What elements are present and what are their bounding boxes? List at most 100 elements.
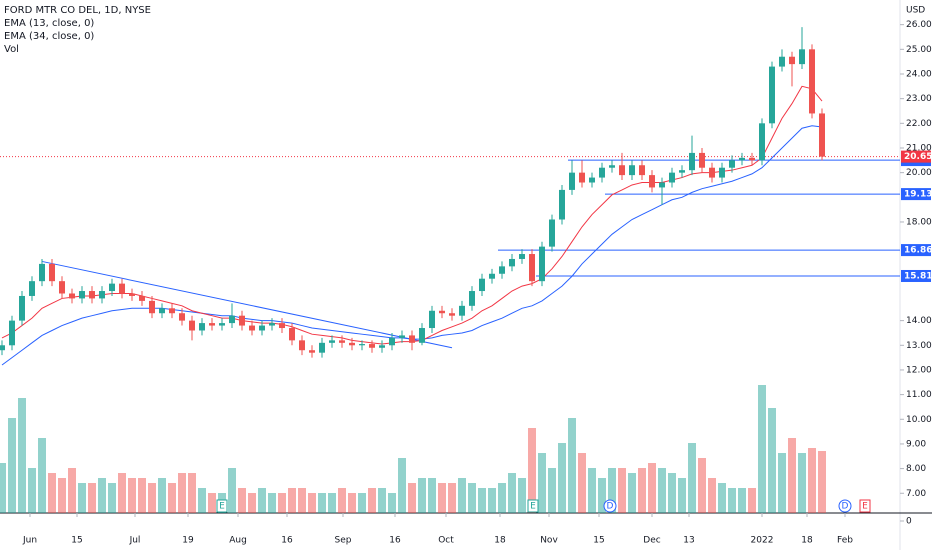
candle-body [379, 345, 385, 348]
x-tick-label: Feb [837, 536, 853, 546]
candle-body [259, 325, 265, 331]
volume-bar [648, 463, 656, 513]
candle-body [139, 295, 145, 301]
volume-bar [318, 493, 326, 513]
volume-bar [118, 473, 126, 513]
trend-line [41, 260, 453, 349]
volume-bar [578, 453, 586, 513]
candle-body [69, 293, 75, 299]
volume-bar [438, 483, 446, 513]
candle-body [799, 49, 805, 65]
volume-bar [778, 453, 786, 513]
level-tag-label: 19.13 [904, 190, 932, 200]
volume-bar [348, 493, 356, 513]
candle-body [359, 344, 365, 346]
volume-bar [338, 488, 346, 513]
last-price-label: 20.65 [904, 152, 932, 162]
x-tick-label: Dec [643, 536, 660, 546]
candle-body [749, 157, 755, 161]
volume-bar [608, 468, 616, 513]
volume-bar [748, 488, 756, 513]
candle-body [629, 165, 635, 176]
y-tick-label: 12.00 [906, 365, 932, 375]
candle-body [189, 320, 195, 331]
volume-bar [378, 488, 386, 513]
currency: USD [906, 6, 925, 16]
x-tick-label: 15 [71, 536, 82, 546]
candle-body [429, 310, 435, 329]
event-icon [838, 499, 852, 513]
x-tick-label: Nov [540, 536, 558, 546]
volume-bar [308, 493, 316, 513]
candle-body [319, 342, 325, 353]
volume-bar [138, 478, 146, 513]
y-tick-label: 25.00 [906, 45, 932, 55]
candle-body [19, 295, 25, 321]
level-tag [901, 269, 931, 282]
volume-bar [788, 438, 796, 513]
event-label: E [530, 502, 536, 512]
volume-bar [638, 468, 646, 513]
candle-body [209, 323, 215, 326]
volume-bar [398, 458, 406, 513]
candle-body [639, 165, 645, 176]
candle-body [129, 293, 135, 296]
candle-body [219, 323, 225, 326]
level-tag [901, 244, 931, 257]
volume-bar [618, 468, 626, 513]
volume-bar [178, 473, 186, 513]
y-tick-label: 11.00 [906, 390, 932, 400]
volume-bar [458, 478, 466, 513]
candle-body [279, 323, 285, 329]
volume-bar [18, 398, 26, 513]
y-tick-label: 13.00 [906, 341, 932, 351]
candle-body [509, 258, 515, 267]
x-tick-label: 15 [593, 536, 604, 546]
volume-bar [148, 483, 156, 513]
volume-legend: Vol [4, 44, 19, 55]
volume-bar [678, 478, 686, 513]
volume-tick-label: 0 [906, 517, 912, 527]
candle-body [249, 325, 255, 331]
candle-body [39, 263, 45, 282]
volume-bar [188, 473, 196, 513]
volume-bar [568, 418, 576, 513]
volume-bar [198, 488, 206, 513]
volume-bar [228, 468, 236, 513]
candle-body [99, 291, 105, 299]
candle-body [409, 335, 415, 343]
volume-bar [38, 438, 46, 513]
y-tick-label: 18.00 [906, 217, 932, 227]
volume-bar [528, 428, 536, 513]
candle-body [49, 263, 55, 282]
volume-bar [48, 473, 56, 513]
level-tag [901, 188, 931, 201]
candle-body [769, 66, 775, 124]
candle-body [369, 344, 375, 348]
candle-body [149, 300, 155, 314]
candle-body [199, 323, 205, 331]
volume-bar [818, 451, 826, 513]
candle-body [29, 281, 35, 296]
volume-bar [368, 488, 376, 513]
volume-bar [598, 478, 606, 513]
volume-bar [558, 443, 566, 513]
volume-bar [588, 468, 596, 513]
volume-bar [448, 483, 456, 513]
volume-bar [658, 468, 666, 513]
candle-body [119, 283, 125, 294]
y-tick-label: 23.00 [906, 94, 932, 104]
volume-bar [738, 488, 746, 513]
volume-bar [288, 488, 296, 513]
volume-bar [88, 483, 96, 513]
y-tick-label: 24.00 [906, 69, 932, 79]
candle-body [589, 177, 595, 183]
x-tick-label: 19 [182, 536, 194, 546]
candle-body [109, 283, 115, 292]
volume-bar [668, 473, 676, 513]
candle-body [619, 165, 625, 176]
volume-bar [628, 473, 636, 513]
volume-bar [808, 448, 816, 513]
